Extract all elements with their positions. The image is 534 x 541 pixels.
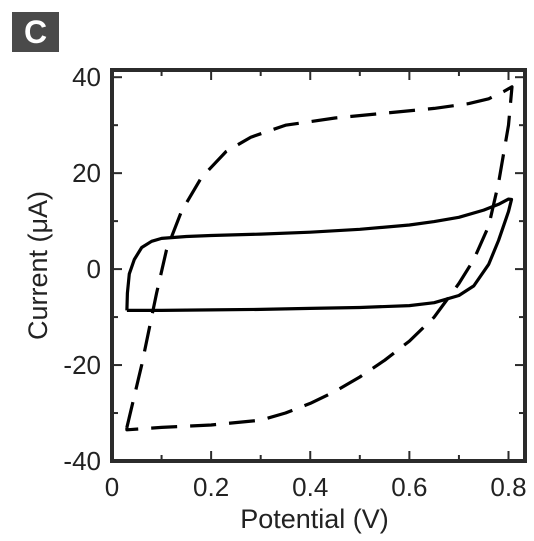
x-tick-label: 0.2	[193, 472, 229, 502]
y-axis-title: Current (μA)	[23, 191, 53, 340]
ticks-layer	[111, 70, 525, 462]
x-tick-label: 0.6	[391, 472, 427, 502]
x-axis-title: Potential (V)	[240, 504, 389, 534]
plot-area-frame	[110, 68, 527, 463]
panel-label: C	[12, 12, 59, 52]
tick-labels-layer: 0 0.2 0.4 0.6 0.8 -40 -20 0 20 40	[63, 62, 526, 502]
y-tick-label: -40	[63, 446, 101, 476]
x-tick-label: 0.4	[292, 472, 328, 502]
x-tick-label: 0	[105, 472, 119, 502]
y-tick-label: 0	[87, 254, 101, 284]
x-tick-label: 0.8	[490, 472, 526, 502]
series-solid-line	[125, 197, 514, 312]
series-layer	[125, 85, 514, 432]
series-dashed-line	[125, 85, 514, 432]
y-tick-label: 20	[72, 158, 101, 188]
y-tick-label: -20	[63, 350, 101, 380]
y-tick-label: 40	[72, 62, 101, 92]
